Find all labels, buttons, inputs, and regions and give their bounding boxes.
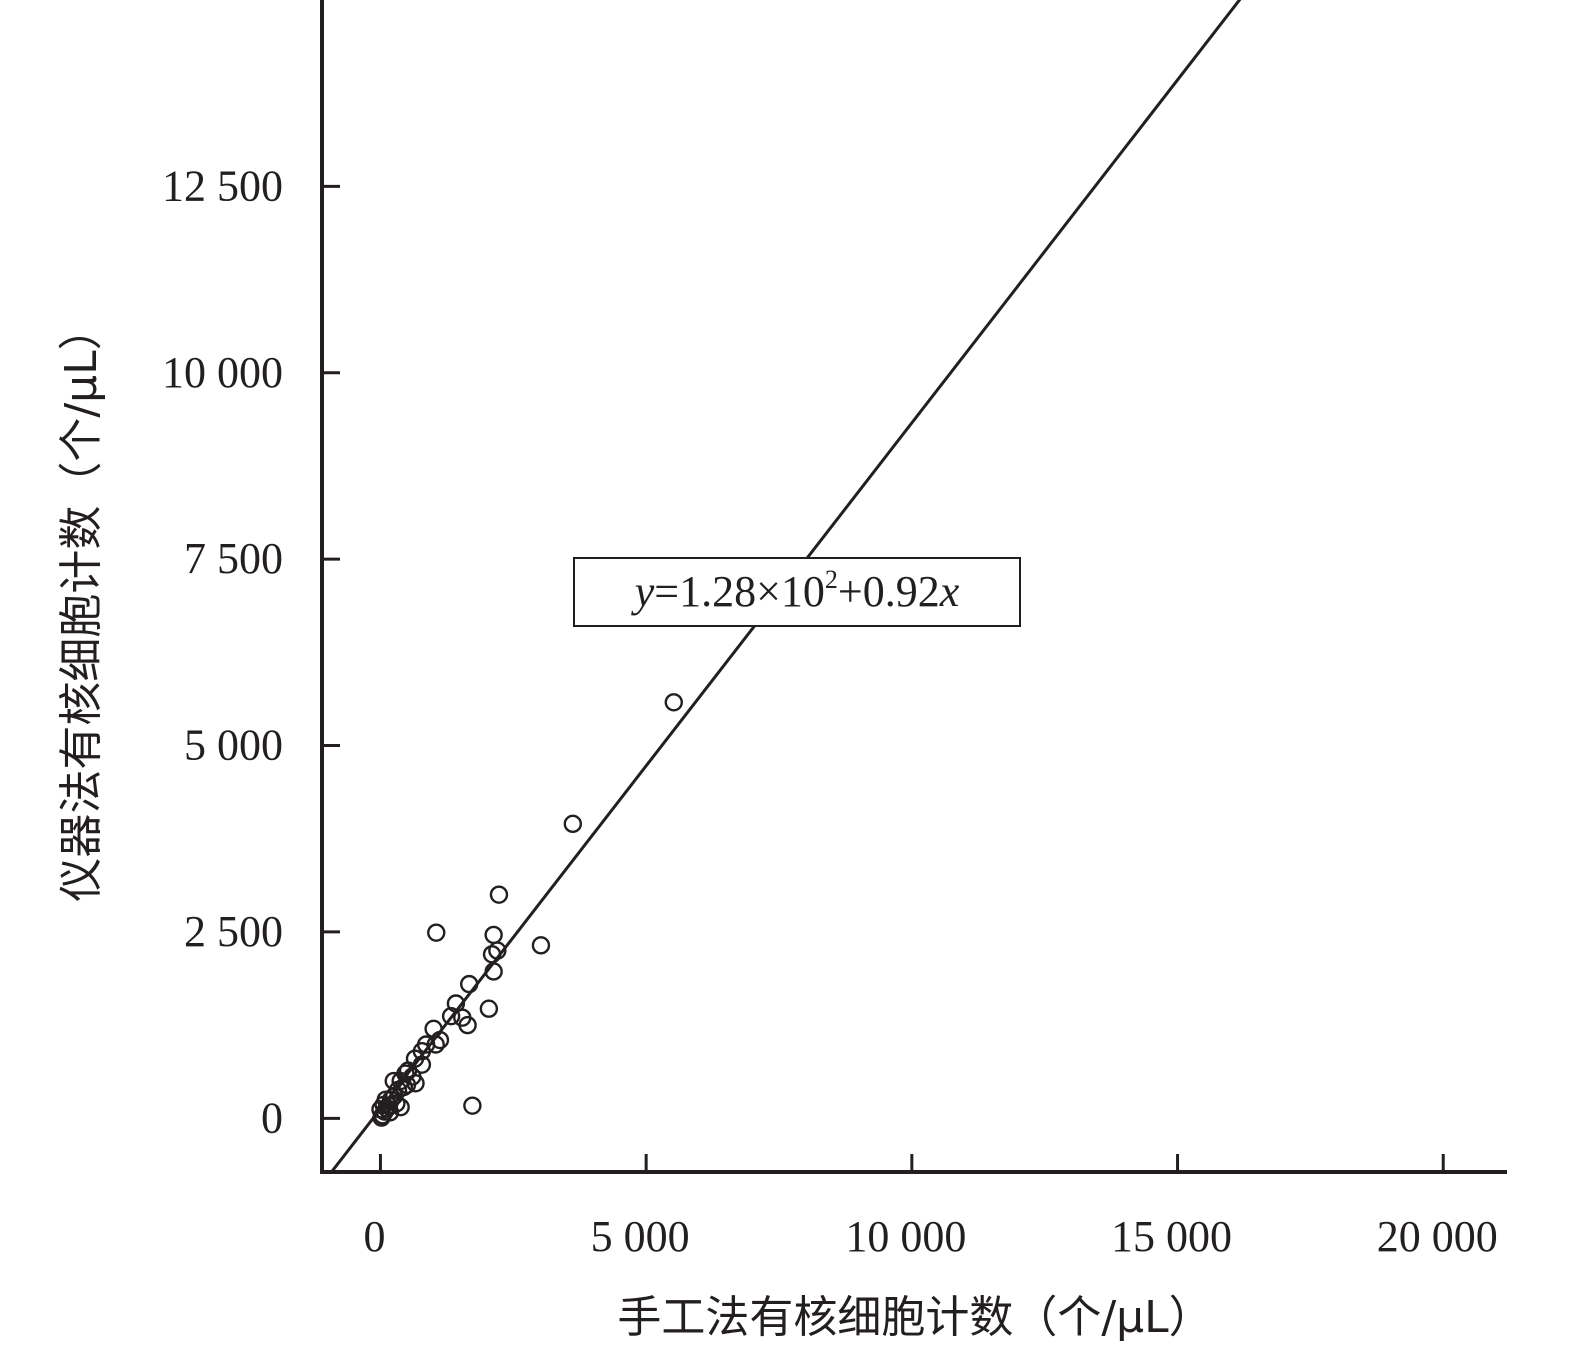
x-tick-label: 5 000 [591,1212,690,1261]
equation-frame [573,557,1021,627]
y-tick-label: 0 [261,1093,283,1142]
data-point [563,814,583,834]
data-point [427,923,446,942]
x-tick-label: 20 000 [1377,1212,1498,1261]
data-point [458,1015,477,1035]
y-axis-title: 仪器法有核细胞计数（个/μL） [56,306,107,901]
equation-superscript: 2 [825,565,838,594]
x-tick-label: 10 000 [845,1212,966,1261]
data-point [531,936,551,955]
data-point [459,974,479,994]
data-point [371,1100,390,1119]
data-point [484,925,503,945]
equation-end: +0.92 [838,567,940,616]
regression-line [329,0,1242,1172]
data-point [488,941,507,960]
data-point [463,1096,482,1115]
regression-equation-box: y=1.28×102+0.92x [573,557,1021,627]
data-point [397,1075,417,1094]
x-tick-label: 15 000 [1111,1212,1232,1261]
y-tick-label: 10 000 [162,348,283,397]
data-point [376,1090,395,1109]
x-tick-label: 0 [363,1212,385,1261]
data-point [482,945,502,964]
data-point [479,999,499,1018]
x-axis-title: 手工法有核细胞计数（个/μL） [617,1292,1212,1343]
y-tick-label: 12 500 [162,161,283,210]
data-point [484,962,503,981]
equation-y: y [631,567,655,616]
y-tick-label: 2 500 [184,907,283,956]
data-point [664,693,683,712]
y-tick-label: 5 000 [184,721,283,770]
data-point [441,1006,461,1026]
data-point [380,1103,400,1122]
y-tick-label: 7 500 [184,534,283,583]
equation-x: x [939,567,960,616]
equation-middle: =1.28×10 [654,567,825,616]
data-point [489,885,509,904]
equation-text: y=1.28×102+0.92x [631,565,960,616]
